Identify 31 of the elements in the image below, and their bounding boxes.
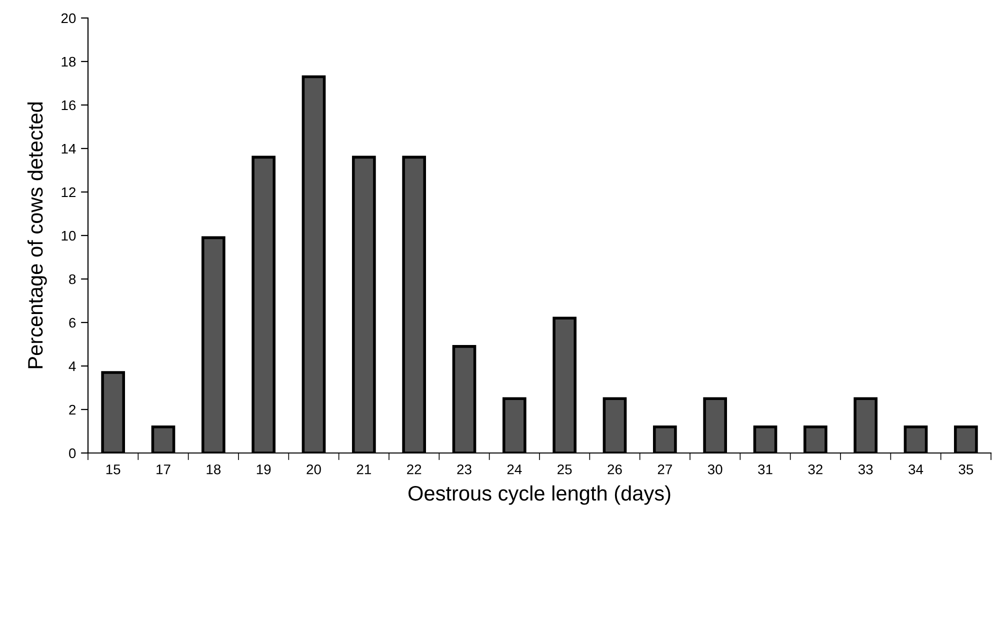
x-tick-label: 19 <box>256 464 271 474</box>
x-tick-label: 24 <box>507 464 522 474</box>
x-tick-label: 21 <box>356 464 371 474</box>
x-tick-label: 23 <box>457 464 472 474</box>
x-tick-label: 31 <box>758 464 772 474</box>
x-tick-label: 27 <box>658 464 672 474</box>
y-tick-label: 14 <box>62 144 76 154</box>
x-tick-label: 32 <box>808 464 822 474</box>
x-tick-label: 35 <box>958 464 974 474</box>
x-tick-label: 20 <box>306 464 321 474</box>
y-tick-label: 12 <box>62 187 76 198</box>
x-tick-label: 33 <box>858 464 873 474</box>
x-axis-title: Oestrous cycle length (days) <box>408 485 670 505</box>
y-axis-title: Percentage of cows detected <box>27 102 47 368</box>
y-tick-label: 20 <box>61 13 76 24</box>
y-tick-label: 2 <box>69 404 76 415</box>
x-tick-label: 18 <box>206 464 221 474</box>
y-tick-label: 6 <box>69 318 76 328</box>
x-tick-label: 26 <box>608 464 622 474</box>
y-tick-label: 16 <box>62 100 76 110</box>
y-tick-label: 8 <box>69 274 76 284</box>
x-tick-label: 30 <box>708 464 722 474</box>
y-tick-label: 18 <box>62 56 76 67</box>
y-tick-label: 4 <box>68 361 76 372</box>
x-tick-label: 17 <box>156 464 170 474</box>
x-tick-label: 22 <box>407 464 422 474</box>
y-tick-label: 0 <box>69 448 76 458</box>
x-tick-label: 15 <box>106 464 120 474</box>
y-tick-label: 10 <box>62 230 76 241</box>
x-tick-label: 34 <box>908 464 924 474</box>
x-tick-label: 25 <box>558 464 572 474</box>
